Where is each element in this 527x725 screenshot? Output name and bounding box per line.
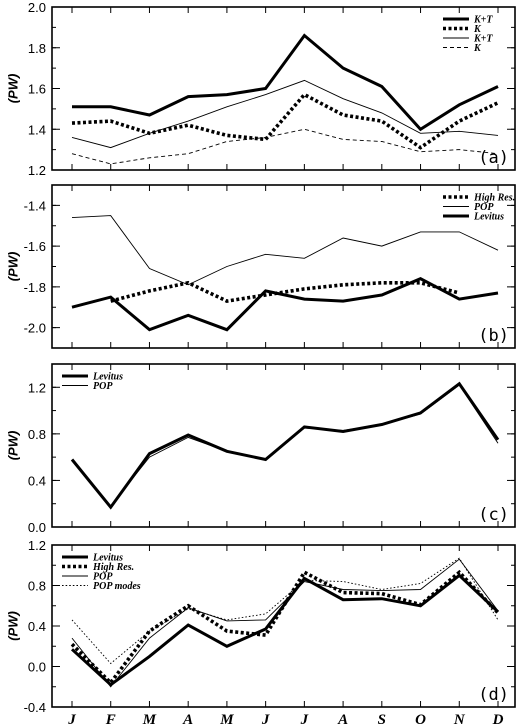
y-axis-label: (PW) [5,611,20,641]
y-tick-label: 1.2 [28,538,46,553]
series-line-1 [72,33,499,132]
x-tick-label: S [378,712,386,725]
y-tick-label: 1.2 [28,380,46,395]
y-tick-label: 1.4 [28,122,46,137]
y-tick-label: 1.6 [28,82,46,97]
series-line-2 [70,569,500,686]
series-line-4 [71,128,499,165]
series-line-4 [71,557,499,665]
legend-label: Levitus [473,212,504,223]
x-tick-label: D [492,712,504,725]
x-tick-label: F [105,712,116,725]
x-tick-label: O [415,712,426,725]
x-tick-label: M [219,712,234,725]
y-axis-label: (PW) [5,252,20,282]
legend-label: High Res. [92,562,134,573]
legend-label: High Res. [473,193,515,204]
y-tick-label: -1.8 [24,280,46,295]
series-line-3 [71,558,499,688]
legend-label: K+T [473,15,493,26]
y-tick-label: -2.0 [24,321,46,336]
series-line-2 [71,92,499,150]
y-tick-label: 1.8 [28,41,46,56]
legend-label: K [473,43,482,54]
y-axis-label: (PW) [5,431,20,461]
y-tick-label: 0.4 [28,619,46,634]
series-line-1 [110,280,460,303]
legend-label: K [473,24,482,35]
panel-label: (d) [478,685,509,705]
y-tick-label: 0.8 [28,427,46,442]
legend-label: POP [93,572,113,583]
x-tick-label: N [453,712,466,725]
y-axis-label: (PW) [5,74,20,104]
plot-frame [51,363,516,528]
panel-1: 1.21.41.61.82.0(PW)K+TKK+TK(a) [5,0,516,178]
plot-frame [51,184,516,349]
x-tick-label: J [67,712,76,725]
x-tick-label: A [337,712,348,725]
legend-label: POP modes [93,581,141,592]
series-line-1 [70,381,500,510]
y-tick-label: 0.0 [28,660,46,675]
legend-label: Levitus [92,553,123,564]
x-tick-label: M [142,712,157,725]
legend-label: Levitus [92,372,123,383]
legend-label: POP [474,202,494,213]
series-line-2 [71,384,499,507]
x-tick-label: A [182,712,193,725]
legend: K+TKK+TK [443,15,493,54]
series-line-3 [71,79,499,149]
panel-label: (a) [478,148,509,168]
series-line-3 [71,277,499,332]
legend-label: K+T [473,34,493,45]
series-line-2 [71,215,499,286]
panel-label: (b) [478,326,509,346]
panel-label: (c) [478,505,509,525]
legend-label: POP [93,381,113,392]
y-tick-label: 0.8 [28,579,46,594]
y-tick-label: 2.0 [28,0,46,15]
x-tick-label: J [300,712,309,725]
x-tick-label: J [261,712,270,725]
y-tick-label: 1.2 [28,163,46,178]
y-tick-label: -1.6 [24,239,46,254]
y-tick-label: -1.4 [24,198,46,213]
y-tick-label: -0.4 [24,700,46,715]
y-tick-label: 0.0 [28,520,46,535]
y-tick-label: 0.4 [28,473,46,488]
